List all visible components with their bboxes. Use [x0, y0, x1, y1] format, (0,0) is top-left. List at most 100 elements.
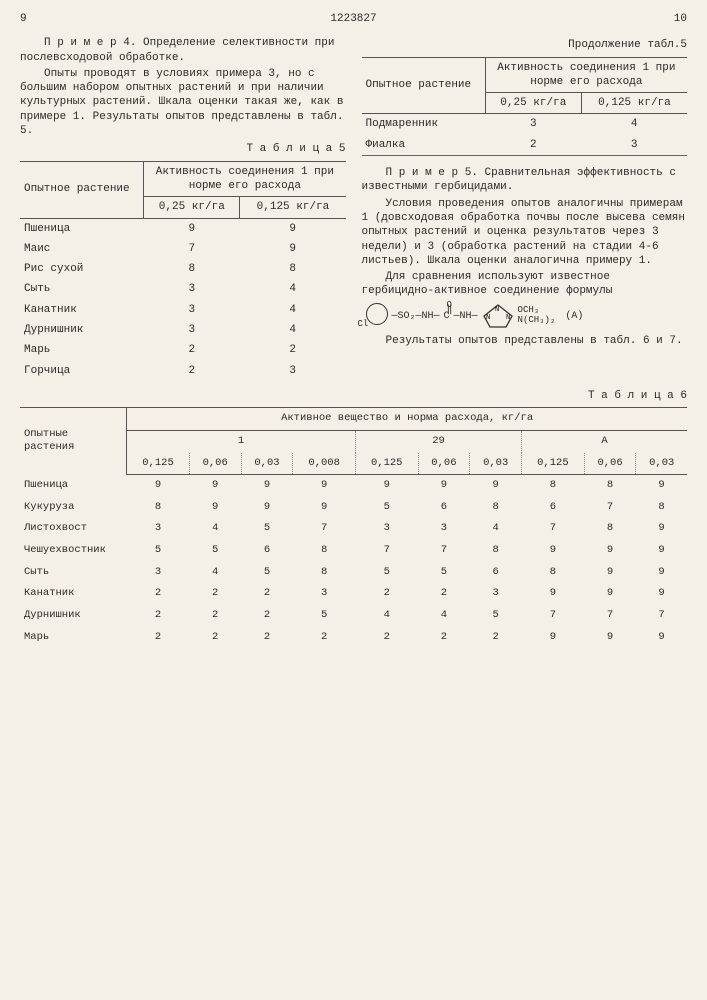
val-cell: 3 [355, 518, 418, 540]
val-a: 8 [144, 259, 240, 279]
val-cell: 9 [584, 627, 636, 649]
table-row: Пшеница 9 9 [20, 218, 346, 239]
table-row: Дурнишник 3 4 [20, 320, 346, 340]
example5-text1: Условия проведения опытов аналогичны при… [362, 197, 688, 268]
val-a: 3 [485, 114, 581, 135]
t5b-col-plant: Опытное растение [362, 57, 486, 114]
plant-cell: Маис [20, 239, 144, 259]
val-cell: 5 [355, 562, 418, 584]
val-cell: 9 [127, 475, 190, 497]
val-cell: 8 [584, 475, 636, 497]
page-left: 9 [20, 12, 40, 26]
t5-col-activity: Активность соединения 1 при норме его ра… [144, 161, 346, 197]
val-cell: 9 [636, 540, 687, 562]
val-cell: 9 [189, 497, 241, 519]
two-column-body: П р и м е р 4. Определение селективности… [20, 34, 687, 385]
val-cell: 2 [355, 583, 418, 605]
val-cell: 6 [470, 562, 522, 584]
val-a: 9 [144, 218, 240, 239]
plant-cell: Канатник [20, 583, 127, 605]
val-cell: 9 [355, 475, 418, 497]
table-row: Листохвост3457334789 [20, 518, 687, 540]
table-row: Дурнишник2225445777 [20, 605, 687, 627]
table-row: Рис сухой 8 8 [20, 259, 346, 279]
t6-group-29: 29 [355, 430, 521, 452]
val-cell: 5 [293, 605, 356, 627]
page-header: 9 1223827 10 [20, 12, 687, 26]
val-cell: 5 [241, 562, 293, 584]
val-cell: 5 [470, 605, 522, 627]
plant-cell: Пшеница [20, 218, 144, 239]
table6: Опытные растения Активное вещество и нор… [20, 407, 687, 648]
val-cell: 9 [293, 497, 356, 519]
plant-cell: Подмаренник [362, 114, 486, 135]
formula-nch32: N(CH₃)₂ [518, 316, 556, 326]
val-cell: 7 [418, 540, 470, 562]
svg-text:N: N [506, 314, 510, 322]
val-cell: 3 [293, 583, 356, 605]
table-row: Сыть3458556899 [20, 562, 687, 584]
val-cell: 9 [293, 475, 356, 497]
t5b-dose1: 0,25 кг/га [485, 93, 581, 114]
example5-text3: Результаты опытов представлены в табл. 6… [362, 334, 688, 348]
plant-cell: Кукуруза [20, 497, 127, 519]
val-cell: 9 [189, 475, 241, 497]
table5b-head1: Опытное растение Активность соединения 1… [362, 57, 688, 93]
table-row: Канатник2223223999 [20, 583, 687, 605]
table-row: Пшеница9999999889 [20, 475, 687, 497]
t6-group-a: A [522, 430, 687, 452]
val-cell: 5 [189, 540, 241, 562]
val-cell: 9 [470, 475, 522, 497]
val-cell: 9 [522, 627, 585, 649]
val-cell: 9 [584, 540, 636, 562]
val-b: 4 [240, 279, 346, 299]
val-cell: 2 [189, 627, 241, 649]
t6-dose: 0,06 [584, 453, 636, 475]
val-cell: 9 [636, 583, 687, 605]
val-cell: 8 [293, 562, 356, 584]
t6-dose: 0,125 [127, 453, 190, 475]
val-cell: 3 [127, 518, 190, 540]
table5-head1: Опытное растение Активность соединения 1… [20, 161, 346, 197]
example5-title: П р и м е р 5. Сравнительная эффективнос… [362, 166, 688, 195]
t6-col-main: Активное вещество и норма расхода, кг/га [127, 408, 687, 431]
val-cell: 8 [293, 540, 356, 562]
table5-cont: Опытное растение Активность соединения 1… [362, 57, 688, 162]
val-cell: 9 [584, 583, 636, 605]
table-row: Кукуруза8999568678 [20, 497, 687, 519]
t6-dose: 0,125 [522, 453, 585, 475]
val-cell: 5 [355, 497, 418, 519]
table6-label: Т а б л и ц а 6 [20, 389, 687, 403]
val-cell: 8 [522, 562, 585, 584]
t5-col-plant: Опытное растение [20, 161, 144, 218]
val-a: 3 [144, 279, 240, 299]
val-b: 9 [240, 239, 346, 259]
val-cell: 9 [241, 497, 293, 519]
val-b: 4 [240, 320, 346, 340]
val-cell: 9 [636, 627, 687, 649]
t6-col-plants: Опытные растения [20, 408, 127, 475]
val-cell: 6 [418, 497, 470, 519]
t6-dose: 0,03 [636, 453, 687, 475]
val-cell: 8 [522, 475, 585, 497]
table-row: Марь2222222999 [20, 627, 687, 649]
plant-cell: Рис сухой [20, 259, 144, 279]
val-cell: 9 [522, 540, 585, 562]
val-a: 3 [144, 300, 240, 320]
formula-so2nh: —SO₂—NH— [392, 310, 440, 323]
t6-dose: 0,008 [293, 453, 356, 475]
val-cell: 4 [355, 605, 418, 627]
val-cell: 2 [418, 627, 470, 649]
t6-dose: 0,03 [241, 453, 293, 475]
val-cell: 2 [127, 583, 190, 605]
svg-text:N: N [486, 314, 490, 322]
table-row: Маис 7 9 [20, 239, 346, 259]
val-cell: 7 [584, 497, 636, 519]
val-b: 3 [240, 361, 346, 381]
val-cell: 7 [522, 518, 585, 540]
val-cell: 5 [418, 562, 470, 584]
t5b-dose2: 0,125 кг/га [581, 93, 687, 114]
val-cell: 2 [127, 605, 190, 627]
table-row: Горчица 2 3 [20, 361, 346, 381]
formula-a-label: (A) [565, 310, 583, 323]
